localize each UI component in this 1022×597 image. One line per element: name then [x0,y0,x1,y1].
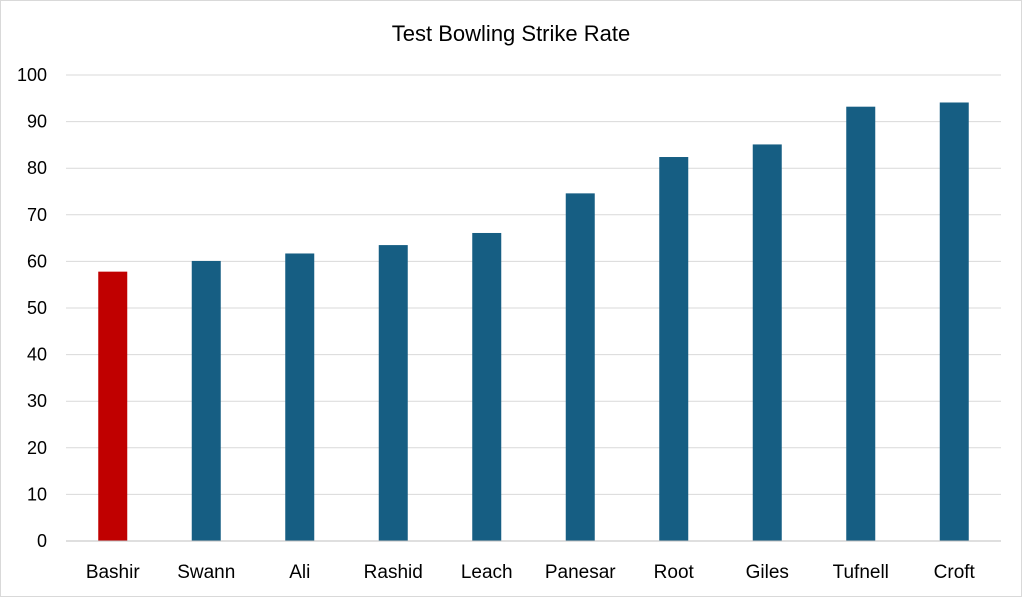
bar-bashir [98,271,128,541]
y-tick-label: 10 [27,484,47,504]
y-tick-label: 100 [17,65,47,85]
y-tick-label: 90 [27,112,47,132]
y-tick-label: 40 [27,345,47,365]
x-tick-label: Root [654,562,695,583]
x-tick-label: Tufnell [833,562,889,583]
y-tick-label: 50 [27,298,47,318]
x-tick-label: Panesar [545,562,616,583]
x-tick-label: Leach [461,562,513,583]
x-tick-label: Ali [289,562,310,583]
y-tick-label: 80 [27,158,47,178]
bar-croft [939,102,969,541]
x-tick-label: Swann [177,562,235,583]
x-axis-ticks: Bashir Swann Ali Rashid Leach Panesar Root Gile… [86,562,976,583]
bar-rashid [378,245,408,541]
y-tick-label: 30 [27,391,47,411]
x-tick-label: Giles [746,562,789,583]
y-tick-label: 0 [37,531,47,551]
bar-giles [752,144,782,541]
bar-leach [472,232,502,541]
bar-panesar [565,193,595,541]
gridlines [66,74,1001,495]
x-tick-label: Bashir [86,562,141,583]
y-axis-ticks: 0 10 20 30 40 50 60 70 80 90 100 [17,65,47,551]
bars [98,102,969,542]
bar-root [659,157,689,542]
chart-title: Test Bowling Strike Rate [392,21,630,46]
x-tick-label: Croft [934,562,976,583]
y-tick-label: 60 [27,251,47,271]
y-tick-label: 70 [27,205,47,225]
x-tick-label: Rashid [364,562,423,583]
bar-swann [191,260,221,541]
bar-tufnell [846,106,876,542]
y-tick-label: 20 [27,438,47,458]
bar-ali [285,253,315,541]
